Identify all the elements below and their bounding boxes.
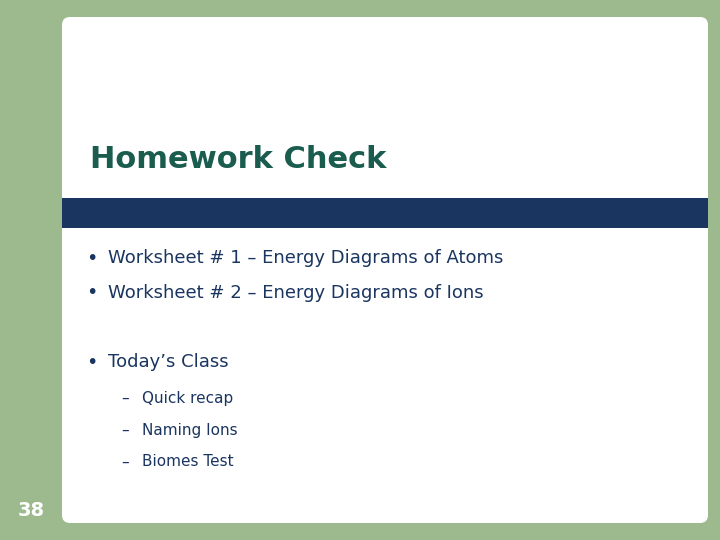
Text: •: • — [86, 353, 98, 372]
Text: Homework Check: Homework Check — [90, 145, 387, 174]
Text: –: – — [121, 390, 129, 406]
Text: •: • — [86, 248, 98, 267]
Text: –: – — [121, 422, 129, 437]
Text: Biomes Test: Biomes Test — [142, 455, 233, 469]
Text: 38: 38 — [18, 501, 45, 519]
Text: Naming Ions: Naming Ions — [142, 422, 238, 437]
Text: Worksheet # 2 – Energy Diagrams of Ions: Worksheet # 2 – Energy Diagrams of Ions — [108, 284, 484, 302]
Text: •: • — [86, 284, 98, 302]
Text: Worksheet # 1 – Energy Diagrams of Atoms: Worksheet # 1 – Energy Diagrams of Atoms — [108, 249, 503, 267]
Text: –: – — [121, 455, 129, 469]
Bar — [62, 198, 708, 228]
Text: Today’s Class: Today’s Class — [108, 353, 229, 371]
FancyBboxPatch shape — [62, 17, 708, 523]
Text: Quick recap: Quick recap — [142, 390, 233, 406]
